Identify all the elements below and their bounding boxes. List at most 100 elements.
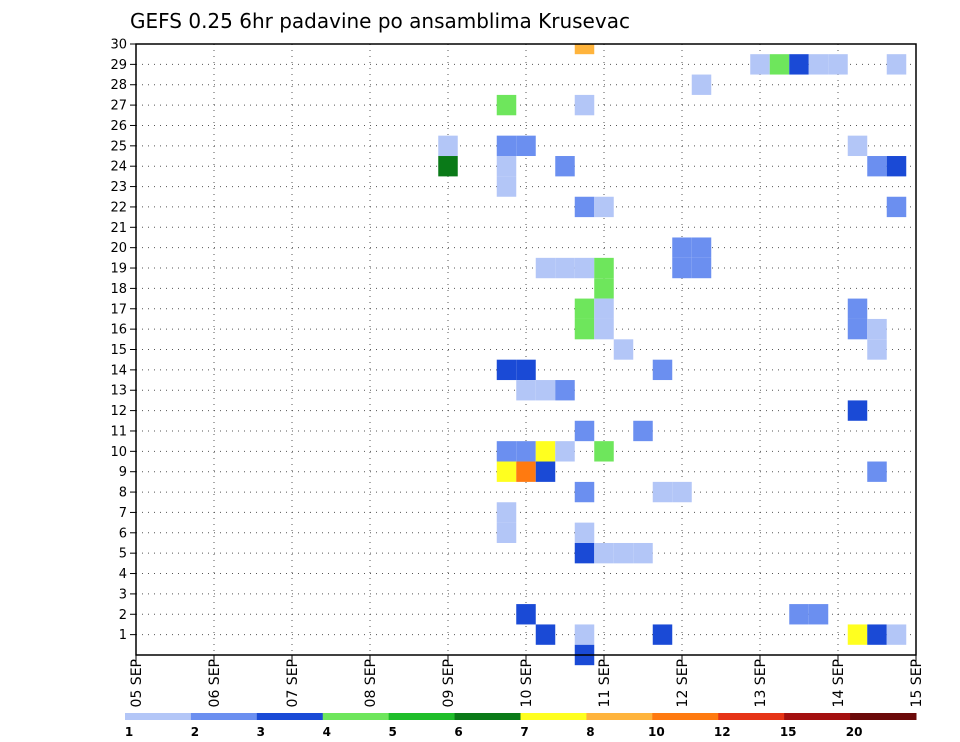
x-tick-label: 06 SEP xyxy=(207,659,223,707)
heatmap-cell xyxy=(594,257,614,279)
heatmap-cell xyxy=(594,298,614,319)
heatmap-cell xyxy=(535,257,556,279)
y-tick-label: 1 xyxy=(119,628,127,643)
heatmap-cell xyxy=(496,176,517,197)
heatmap-cell xyxy=(555,380,575,401)
heatmap-cell xyxy=(808,54,829,75)
y-tick-label: 13 xyxy=(110,384,127,399)
y-tick-label: 30 xyxy=(110,38,127,53)
y-tick-label: 26 xyxy=(110,119,127,134)
y-tick-label: 28 xyxy=(110,78,127,93)
heatmap-cell xyxy=(496,522,517,543)
x-tick-label: 10 SEP xyxy=(519,659,535,707)
colorbar-swatch xyxy=(784,713,851,720)
heatmap-cell xyxy=(652,359,673,381)
heatmap-cell xyxy=(652,624,673,645)
heatmap-cell xyxy=(652,481,673,503)
y-tick-label: 2 xyxy=(119,608,127,623)
axes: 1234567891011121314151617181920212223242… xyxy=(110,38,925,708)
colorbar-label: 20 xyxy=(846,725,863,739)
heatmap-cell xyxy=(516,461,536,482)
y-tick-label: 5 xyxy=(119,547,127,562)
x-tick-label: 15 SEP xyxy=(909,659,925,707)
heatmap-cell xyxy=(886,156,907,177)
heatmap-cell xyxy=(867,156,887,177)
heatmap-cell xyxy=(496,441,517,462)
colorbar-swatch xyxy=(190,713,258,720)
colorbar-label: 2 xyxy=(191,725,199,739)
y-tick-label: 24 xyxy=(110,160,127,175)
colorbar-label: 3 xyxy=(257,725,265,739)
heatmap-cell xyxy=(789,604,809,625)
heatmap-cell xyxy=(672,257,692,279)
colorbar-swatch xyxy=(718,713,785,720)
colorbar-label: 5 xyxy=(388,725,396,739)
heatmap-cell xyxy=(574,94,595,116)
x-tick-label: 13 SEP xyxy=(753,659,769,707)
heatmap-cell xyxy=(613,542,634,564)
heatmap-cell xyxy=(867,339,887,360)
heatmap-cell xyxy=(847,400,868,421)
heatmap-cell xyxy=(847,318,868,340)
heatmap-cell xyxy=(594,441,614,462)
y-tick-label: 17 xyxy=(110,302,127,317)
y-tick-label: 6 xyxy=(119,526,127,541)
heatmap-cell xyxy=(496,135,517,157)
heatmap-cell xyxy=(672,237,692,258)
heatmap-cell xyxy=(594,318,614,340)
heatmap-cell xyxy=(750,54,770,75)
y-tick-label: 27 xyxy=(110,99,127,114)
y-tick-label: 23 xyxy=(110,180,127,195)
heatmap-cell xyxy=(496,94,517,116)
y-tick-label: 14 xyxy=(110,363,127,378)
heatmap-cell xyxy=(867,624,887,645)
colorbar-label: 1 xyxy=(125,725,133,739)
heatmap-cell xyxy=(555,156,575,177)
heatmap-cell xyxy=(574,420,595,442)
colorbar-label: 8 xyxy=(586,725,594,739)
y-tick-label: 25 xyxy=(110,139,127,154)
heatmap-cell xyxy=(847,624,868,645)
heatmap-cell xyxy=(516,359,536,381)
heatmap-cell xyxy=(574,298,595,319)
heatmap-cell xyxy=(516,441,536,462)
heatmap-cell xyxy=(535,624,556,645)
y-tick-label: 20 xyxy=(110,241,127,256)
colorbar-label: 4 xyxy=(323,725,331,739)
y-tick-label: 19 xyxy=(110,262,127,277)
heatmap-cell xyxy=(574,257,595,279)
x-tick-label: 14 SEP xyxy=(831,659,847,707)
heatmap-cell xyxy=(886,624,907,645)
heatmap-cell xyxy=(496,156,517,177)
y-tick-label: 16 xyxy=(110,323,127,338)
colorbar-swatch xyxy=(125,713,192,720)
y-tick-label: 15 xyxy=(110,343,127,358)
colorbar-swatch xyxy=(586,713,653,720)
heatmap-cell xyxy=(516,135,536,157)
heatmap-cell xyxy=(691,257,712,279)
heatmap-cell xyxy=(789,54,809,75)
y-tick-label: 3 xyxy=(119,587,127,602)
heatmap-cell xyxy=(574,44,595,55)
x-tick-label: 05 SEP xyxy=(129,659,145,707)
heatmap-cell xyxy=(808,604,829,625)
colorbar: 1 2 3 4 5 6 7 8 10 12 15 20 xyxy=(125,713,917,739)
y-tick-label: 4 xyxy=(119,567,127,582)
chart-title: GEFS 0.25 6hr padavine po ansamblima Kru… xyxy=(130,9,630,33)
heatmap-cell xyxy=(867,318,887,340)
y-tick-label: 11 xyxy=(110,424,127,439)
colorbar-swatch xyxy=(652,713,719,720)
heatmap-cell xyxy=(847,135,868,157)
heatmap-cells xyxy=(438,44,907,666)
heatmap-cell xyxy=(594,278,614,299)
y-tick-label: 22 xyxy=(110,200,127,215)
heatmap-cell xyxy=(691,237,712,258)
colorbar-label: 6 xyxy=(454,725,462,739)
heatmap-cell xyxy=(496,461,517,482)
heatmap-cell xyxy=(769,54,790,75)
colorbar-swatch xyxy=(388,713,456,720)
heatmap-cell xyxy=(574,196,595,218)
colorbar-swatch xyxy=(454,713,521,720)
heatmap-cell xyxy=(535,380,556,401)
